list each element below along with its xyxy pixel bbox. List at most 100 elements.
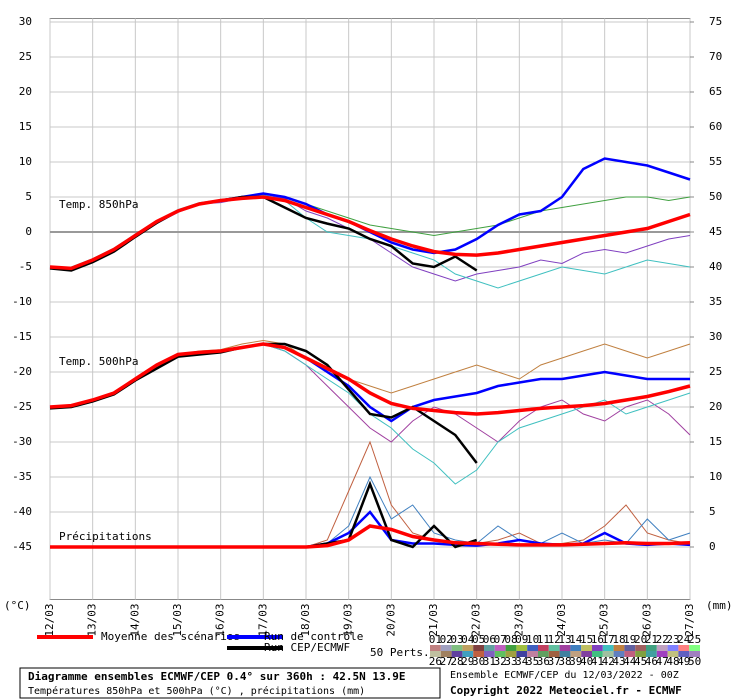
y2-tick-label: 15 xyxy=(709,435,722,448)
y-tick-label: -40 xyxy=(12,505,32,518)
x-tick-label: 22/03 xyxy=(470,604,483,637)
pert-label: 28 xyxy=(450,655,463,668)
y-tick-label: 20 xyxy=(19,85,32,98)
legend-label: Run CEP/ECMWF xyxy=(264,641,350,654)
panel-label: Temp. 500hPa xyxy=(59,355,138,368)
pert-swatch xyxy=(656,651,668,657)
x-tick-label: 27/03 xyxy=(683,604,696,637)
pert-label: 21 xyxy=(645,633,658,646)
legend: Moyenne des scénarios Run de contrôleRun … xyxy=(37,630,701,668)
y-tick-label: -30 xyxy=(12,435,32,448)
pert-swatch xyxy=(559,651,571,657)
y-tick-label: -10 xyxy=(12,295,32,308)
y-tick-label: -25 xyxy=(12,400,32,413)
pert-label: 33 xyxy=(504,655,517,668)
x-tick-label: 13/03 xyxy=(86,604,99,637)
pert-swatch xyxy=(538,651,549,657)
pert-swatch xyxy=(462,645,474,651)
pert-swatch xyxy=(689,645,700,651)
pert-label: 32 xyxy=(494,655,507,668)
y-tick-label: 0 xyxy=(25,225,32,238)
lines xyxy=(49,157,691,549)
x-tick-label: 16/03 xyxy=(214,604,227,637)
pert-swatch xyxy=(678,645,690,651)
pert-swatch xyxy=(451,651,463,657)
x-tick-label: 19/03 xyxy=(342,604,355,637)
pert-label: 37 xyxy=(548,655,561,668)
pert-label: 12 xyxy=(548,633,561,646)
pert-swatch xyxy=(430,645,441,651)
y-tick-label: 25 xyxy=(19,50,32,63)
pert-swatch xyxy=(516,651,528,657)
pert-label: 27 xyxy=(440,655,453,668)
y2-tick-label: 70 xyxy=(709,50,722,63)
pert-swatch xyxy=(667,651,679,657)
pert-swatch xyxy=(581,651,592,657)
pert-label: 31 xyxy=(483,655,496,668)
y2-tick-label: 35 xyxy=(709,295,722,308)
pert-label: 30 xyxy=(472,655,485,668)
pert-swatch xyxy=(451,645,463,651)
pert-label: 05 xyxy=(472,633,485,646)
pert-label: 47 xyxy=(656,655,669,668)
y-tick-label: -45 xyxy=(12,540,32,553)
panel-label: Précipitations xyxy=(59,530,152,543)
pert-label: 11 xyxy=(537,633,550,646)
y2-tick-label: 20 xyxy=(709,400,722,413)
pert-swatch xyxy=(527,645,538,651)
pert-swatch xyxy=(548,651,560,657)
pert-label: 19 xyxy=(623,633,636,646)
copyright: Copyright 2022 Meteociel.fr - ECMWF xyxy=(450,684,682,697)
pert-swatch xyxy=(667,645,679,651)
footer-subtitle: Températures 850hPa et 500hPa (°C) , pré… xyxy=(28,685,365,697)
pert-label: 13 xyxy=(558,633,571,646)
pert-swatch xyxy=(473,645,484,651)
x-tick-label: 24/03 xyxy=(555,604,568,637)
pert-label: 14 xyxy=(569,633,583,646)
pert-label: 10 xyxy=(526,633,539,646)
pert-swatch xyxy=(570,651,582,657)
pert-swatch xyxy=(484,645,495,651)
pert-label: 43 xyxy=(612,655,625,668)
mean-line xyxy=(49,342,691,416)
y2-tick-label: 65 xyxy=(709,85,722,98)
labels: 12/03 13/03 14/03 15/03 16/03 17/03 18/03 19/03… xyxy=(12,15,722,637)
pert-label: 03 xyxy=(450,633,463,646)
pert-swatch xyxy=(484,651,495,657)
pert-swatch xyxy=(538,645,549,651)
y-unit: (°C) xyxy=(4,599,31,612)
pert-label: 48 xyxy=(666,655,679,668)
pert-label: 36 xyxy=(537,655,550,668)
pert-swatch xyxy=(602,645,614,651)
pert-swatch xyxy=(689,651,700,657)
pert-label: 26 xyxy=(429,655,442,668)
y2-tick-label: 25 xyxy=(709,365,722,378)
footer-title: Diagramme ensembles ECMWF/CEP 0.4° sur 3… xyxy=(28,670,406,683)
x-tick-label: 15/03 xyxy=(171,604,184,637)
y2-tick-label: 50 xyxy=(709,190,722,203)
pert-label: 16 xyxy=(591,633,604,646)
pert-swatch xyxy=(548,645,560,651)
pert-label: 15 xyxy=(580,633,593,646)
y2-tick-label: 30 xyxy=(709,330,722,343)
pert-label: 25 xyxy=(688,633,701,646)
pert-swatch xyxy=(592,651,603,657)
pert-label: 02 xyxy=(440,633,453,646)
y-tick-label: 30 xyxy=(19,15,32,28)
pert-swatch xyxy=(656,645,668,651)
pert-label: 40 xyxy=(580,655,593,668)
pert-label: 09 xyxy=(515,633,528,646)
y2-tick-label: 45 xyxy=(709,225,722,238)
x-tick-label: 21/03 xyxy=(427,604,440,637)
pert-label: 29 xyxy=(461,655,474,668)
pert-label: 04 xyxy=(461,633,475,646)
pert-swatch xyxy=(646,651,657,657)
pert-swatch xyxy=(559,645,571,651)
pert-swatch xyxy=(635,651,646,657)
x-tick-label: 25/03 xyxy=(598,604,611,637)
pert-label: 08 xyxy=(504,633,517,646)
x-tick-label: 14/03 xyxy=(128,604,141,637)
y-tick-label: 10 xyxy=(19,155,32,168)
plot-frame xyxy=(49,18,691,600)
